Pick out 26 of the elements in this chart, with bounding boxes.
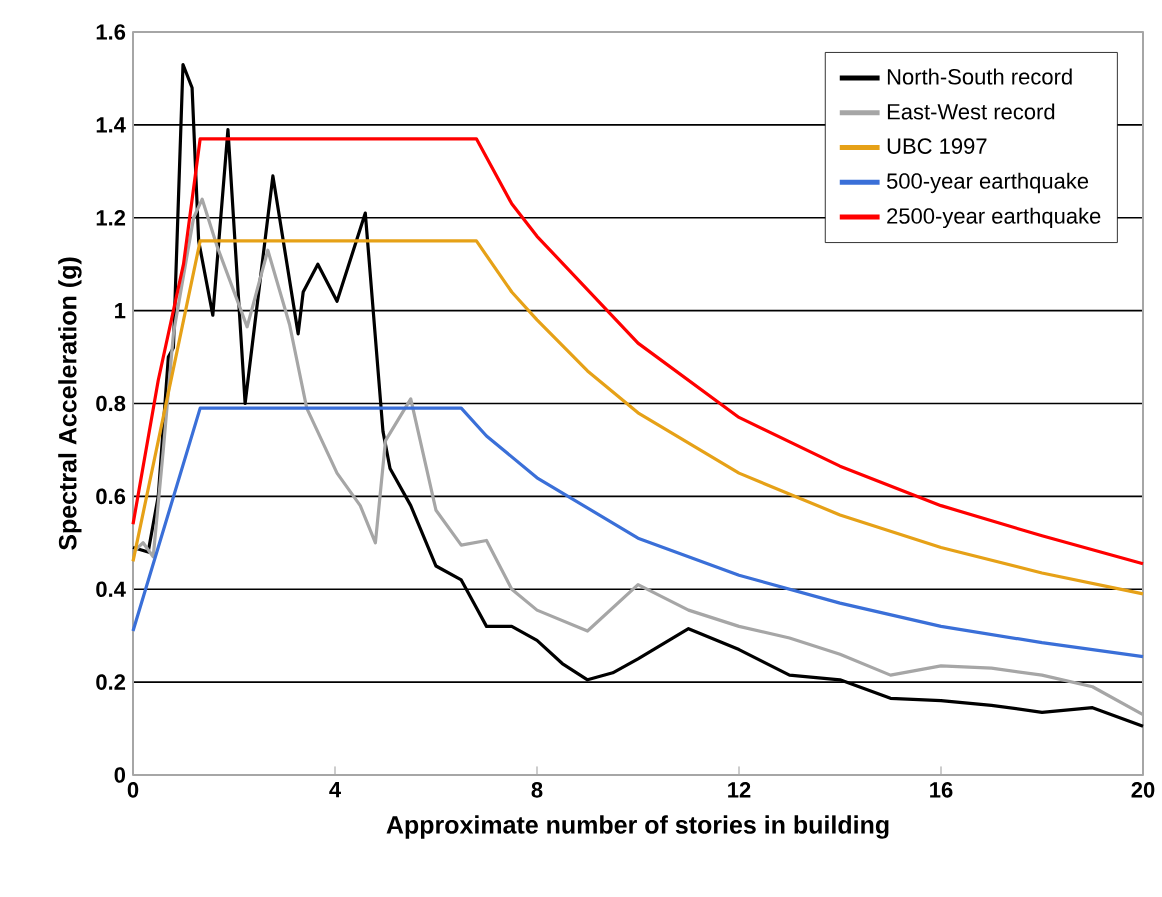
y-tick-label: 0.8 [96, 395, 126, 412]
x-axis-title: Approximate number of stories in building [386, 815, 889, 839]
line-series [131, 239, 1145, 596]
x-tick-label: 20 [1131, 782, 1155, 798]
legend-label: UBC 1997 [887, 138, 987, 154]
line-series [131, 62, 1145, 728]
line-series [131, 137, 1145, 566]
y-tick-label: 0.4 [96, 581, 126, 598]
y-tick-label: 0 [114, 767, 126, 783]
legend-label: 2500-year earthquake [887, 207, 1101, 229]
y-tick-label: 1.6 [96, 24, 126, 40]
x-tick-label: 0 [127, 782, 139, 798]
y-tick-label: 1 [115, 303, 126, 319]
legend-label: North-South record [887, 68, 1072, 85]
x-tick-label: 16 [930, 782, 953, 798]
y-tick-label: 1.2 [96, 210, 126, 226]
y-tick-label: 0.2 [96, 674, 126, 690]
x-tick-label: 12 [728, 782, 751, 798]
y-axis-title: Spectral Acceleration (g) [58, 257, 82, 551]
legend-label: 500-year earthquake [886, 172, 1089, 194]
legend-label: East-West record [887, 103, 1055, 120]
y-tick-label: 0.6 [96, 488, 126, 505]
line-series [131, 406, 1145, 659]
y-tick-label: 1.4 [96, 117, 126, 133]
x-tick-label: 4 [329, 782, 341, 798]
x-tick-label: 8 [531, 782, 543, 798]
